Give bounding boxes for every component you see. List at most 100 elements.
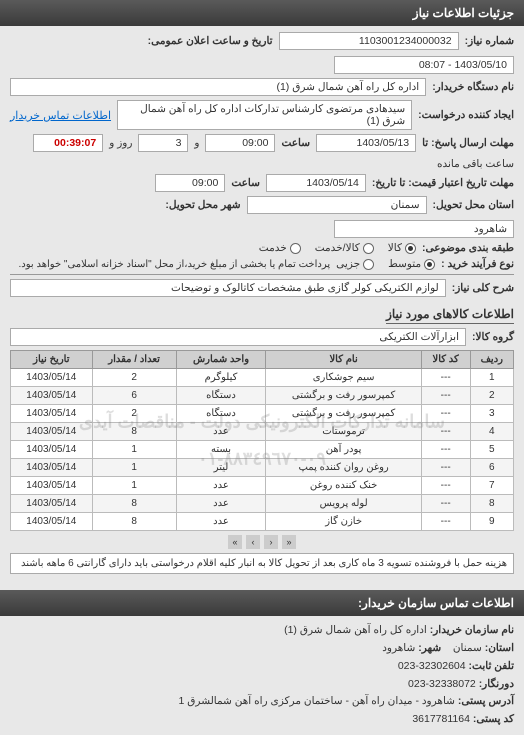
budget-option-1[interactable]: کالا/خدمت (315, 242, 374, 254)
separator (10, 274, 514, 275)
table-cell: دستگاه (176, 405, 266, 423)
col-index: ردیف (470, 351, 513, 369)
page-first[interactable]: « (282, 535, 296, 549)
and-label: و (194, 137, 199, 149)
table-cell: لیتر (176, 459, 266, 477)
budget-label: طبقه بندی موضوعی: (422, 242, 514, 254)
table-row: 9---خازن گازعدد81403/05/14 (11, 513, 514, 531)
group-value: ابزارآلات الکتریکی (10, 328, 466, 346)
page-next[interactable]: › (246, 535, 260, 549)
org-value: اداره کل راه آهن شمال شرق (1) (284, 624, 427, 636)
timer-value: 00:39:07 (33, 134, 103, 152)
table-cell: عدد (176, 495, 266, 513)
table-cell: 1403/05/14 (11, 369, 93, 387)
province-value: سمنان (247, 196, 427, 214)
table-cell: 2 (92, 369, 176, 387)
table-cell: 1403/05/14 (11, 441, 93, 459)
req-number-value: 1103001234000032 (279, 32, 459, 50)
radio-icon (405, 243, 416, 254)
requester-value: سیدهادی مرتضوی کارشناس تدارکات اداره کل … (117, 100, 412, 130)
table-cell: لوله پرویس (266, 495, 421, 513)
city-value: شاهرود (334, 220, 514, 238)
table-cell: پودر آهن (266, 441, 421, 459)
table-cell: 1403/05/14 (11, 495, 93, 513)
table-cell: --- (421, 513, 470, 531)
footer-title: اطلاعات تماس سازمان خریدار: (358, 596, 514, 610)
radio-icon (363, 259, 374, 270)
footer-details: نام سازمان خریدار: اداره کل راه آهن شمال… (0, 616, 524, 735)
table-cell: روغن روان کننده پمپ (266, 459, 421, 477)
table-cell: 8 (92, 423, 176, 441)
budget-option-0[interactable]: کالا (388, 242, 416, 254)
city-label: شهر محل تحویل: (165, 199, 240, 211)
col-qty: تعداد / مقدار (92, 351, 176, 369)
table-cell: کمپرسور رفت و برگشتی (266, 405, 421, 423)
table-row: 5---پودر آهنبسته11403/05/14 (11, 441, 514, 459)
table-cell: 3 (470, 405, 513, 423)
header-title: جزئیات اطلاعات نیاز (413, 6, 514, 20)
remain-label: ساعت باقی مانده (437, 158, 514, 170)
buyer-label: نام دستگاه خریدار: (432, 81, 514, 93)
table-cell: 2 (92, 405, 176, 423)
postal-value: 3617781164 (412, 713, 470, 725)
goods-table: ردیف کد کالا نام کالا واحد شمارش تعداد /… (10, 350, 514, 531)
table-cell: --- (421, 405, 470, 423)
table-row: 3---کمپرسور رفت و برگشتیدستگاه21403/05/1… (11, 405, 514, 423)
radio-icon (363, 243, 374, 254)
budget-option-2[interactable]: خدمت (259, 242, 301, 254)
table-cell: 4 (470, 423, 513, 441)
f-province-value: سمنان (453, 642, 482, 654)
table-cell: خنک کننده روغن (266, 477, 421, 495)
table-row: 8---لوله پرویسعدد81403/05/14 (11, 495, 514, 513)
table-cell: 8 (470, 495, 513, 513)
valid-deadline-label: مهلت تاریخ اعتبار قیمت: تا تاریخ: (372, 177, 514, 189)
col-unit: واحد شمارش (176, 351, 266, 369)
goods-section-title: اطلاعات کالاهای مورد نیاز (386, 305, 514, 324)
radio-icon (424, 259, 435, 270)
table-cell: 1 (92, 441, 176, 459)
response-date: 1403/05/13 (316, 134, 416, 152)
col-date: تاریخ نیاز (11, 351, 93, 369)
header-bar: جزئیات اطلاعات نیاز (0, 0, 524, 26)
table-cell: عدد (176, 477, 266, 495)
buytype-option-1[interactable]: جزیی (336, 258, 374, 270)
contact-link[interactable]: اطلاعات تماس خریدار (10, 109, 111, 122)
table-cell: 1403/05/14 (11, 387, 93, 405)
group-label: گروه کالا: (472, 331, 514, 343)
table-cell: 1403/05/14 (11, 459, 93, 477)
table-cell: --- (421, 477, 470, 495)
table-cell: 1 (92, 477, 176, 495)
phone-label: تلفن ثابت: (469, 660, 514, 672)
table-cell: 6 (92, 387, 176, 405)
table-cell: 1403/05/14 (11, 477, 93, 495)
table-cell: کمپرسور رفت و برگشتی (266, 387, 421, 405)
table-row: 6---روغن روان کننده پمپلیتر11403/05/14 (11, 459, 514, 477)
request-info-section: شماره نیاز: 1103001234000032 تاریخ و ساع… (0, 26, 524, 580)
postal-label: کد پستی: (473, 713, 514, 725)
valid-date: 1403/05/14 (266, 174, 366, 192)
goods-table-wrap: ردیف کد کالا نام کالا واحد شمارش تعداد /… (10, 350, 514, 531)
ann-date-value: 1403/05/10 - 08:07 (334, 56, 514, 74)
day-count: 3 (138, 134, 188, 152)
org-label: نام سازمان خریدار: (430, 624, 514, 636)
table-cell: --- (421, 387, 470, 405)
page-prev[interactable]: ‹ (264, 535, 278, 549)
col-name: نام کالا (266, 351, 421, 369)
phone-value: 32302604-023 (398, 660, 466, 672)
table-cell: 7 (470, 477, 513, 495)
table-cell: --- (421, 423, 470, 441)
table-cell: 1403/05/14 (11, 423, 93, 441)
table-cell: 2 (470, 387, 513, 405)
buytype-option-0[interactable]: متوسط (388, 258, 435, 270)
table-cell: 9 (470, 513, 513, 531)
table-cell: 5 (470, 441, 513, 459)
col-code: کد کالا (421, 351, 470, 369)
table-cell: کیلوگرم (176, 369, 266, 387)
page-last[interactable]: » (228, 535, 242, 549)
table-cell: 6 (470, 459, 513, 477)
table-cell: --- (421, 369, 470, 387)
buyer-value: اداره کل راه آهن شمال شرق (1) (10, 78, 426, 96)
radio-icon (290, 243, 301, 254)
ann-date-label: تاریخ و ساعت اعلان عمومی: (148, 35, 273, 47)
time-label-2: ساعت (231, 177, 260, 189)
